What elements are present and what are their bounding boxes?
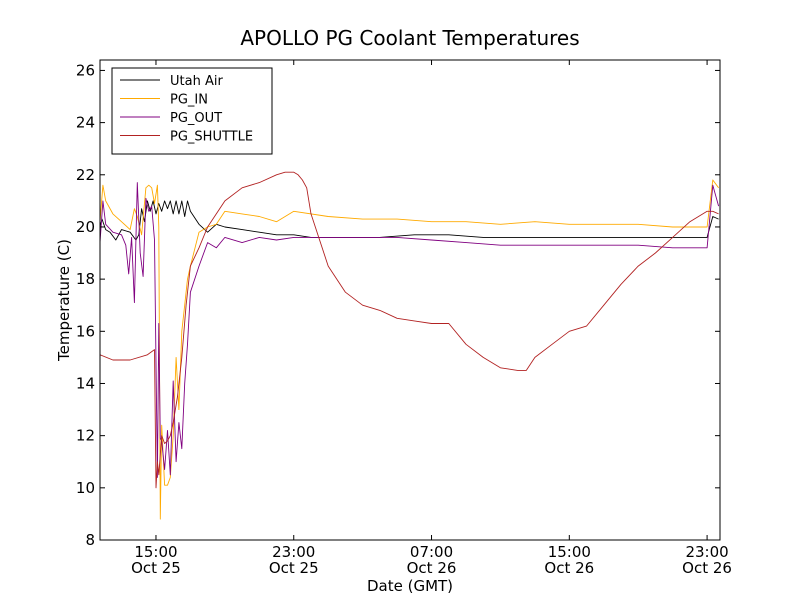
series-layer: [100, 171, 720, 520]
x-tick-time-label: 23:00: [272, 543, 315, 561]
x-tick-time-label: 23:00: [685, 543, 728, 561]
legend-label: PG_SHUTTLE: [170, 130, 253, 145]
y-tick-label: 8: [85, 531, 95, 549]
x-tick-date-label: Oct 26: [544, 559, 594, 577]
y-tick-label: 16: [76, 322, 95, 340]
legend-label: Utah Air: [170, 74, 223, 89]
series-line-pg-in: [100, 179, 719, 520]
legend-label: PG_IN: [170, 93, 208, 108]
x-tick-date-label: Oct 26: [407, 559, 457, 577]
y-tick-label: 22: [76, 166, 95, 184]
y-tick-label: 24: [76, 114, 95, 132]
y-tick-label: 12: [76, 427, 95, 445]
series-line-pg-out: [100, 182, 720, 478]
x-axis-label: Date (GMT): [367, 577, 453, 595]
legend-box: [111, 67, 273, 155]
plot-frame: [99, 59, 721, 541]
x-tick-date-label: Oct 26: [682, 559, 732, 577]
x-tick-date-label: Oct 25: [269, 559, 319, 577]
y-tick-label: 20: [76, 218, 95, 236]
legend-label: PG_OUT: [170, 111, 222, 126]
legend: Utah Air PG_IN PG_OUT PG_SHUTTLE: [111, 67, 273, 155]
x-tick-time-label: 07:00: [410, 543, 453, 561]
chart-title: APOLLO PG Coolant Temperatures: [240, 26, 579, 50]
y-tick-label: 18: [76, 270, 95, 288]
x-tick-date-label: Oct 25: [131, 559, 181, 577]
series-line-pg-shuttle: [100, 171, 719, 489]
x-tick-time-label: 15:00: [134, 543, 177, 561]
x-tick-time-label: 15:00: [548, 543, 591, 561]
y-tick-label: 10: [76, 479, 95, 497]
y-tick-label: 14: [76, 374, 95, 392]
y-tick-label: 26: [76, 61, 95, 79]
y-axis-label: Temperature (C): [55, 239, 73, 362]
